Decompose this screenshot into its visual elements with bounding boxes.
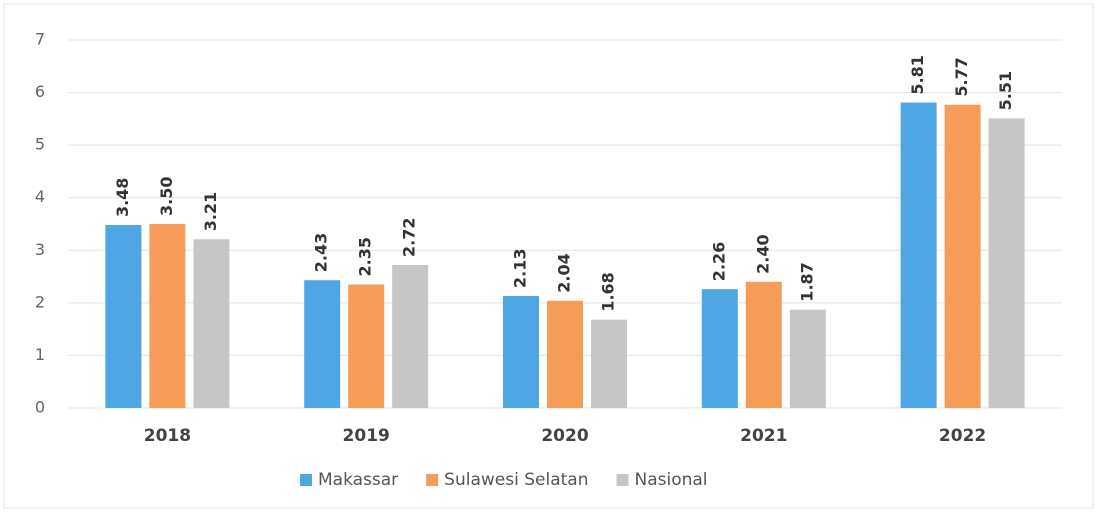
- y-tick-label: 2: [35, 292, 45, 311]
- bar: [789, 309, 826, 408]
- legend-swatch: [300, 474, 312, 486]
- bar: [348, 284, 385, 408]
- bar: [591, 319, 627, 408]
- bar: [988, 118, 1025, 409]
- value-label: 2.40: [753, 234, 772, 273]
- legend-label: Makassar: [318, 470, 398, 490]
- value-label: 2.13: [511, 249, 530, 288]
- bar: [944, 104, 981, 409]
- bar: [900, 102, 937, 408]
- legend-label: Nasional: [634, 470, 707, 490]
- value-label: 2.04: [555, 253, 574, 292]
- y-tick-label: 0: [35, 398, 45, 417]
- value-label: 2.72: [400, 218, 419, 257]
- legend-swatch: [616, 474, 629, 486]
- value-label: 2.26: [709, 242, 728, 281]
- value-label: 2.43: [312, 233, 331, 272]
- value-label: 5.81: [908, 55, 927, 94]
- bar: [503, 296, 539, 408]
- x-tick-label: 2020: [541, 426, 588, 446]
- value-label: 1.87: [797, 262, 816, 301]
- legend-label: Sulawesi Selatan: [444, 470, 588, 490]
- value-label: 1.68: [599, 272, 618, 311]
- bar: [701, 289, 738, 408]
- y-tick-label: 1: [35, 345, 45, 364]
- bar: [392, 265, 429, 408]
- bar: [547, 300, 583, 408]
- value-label: 5.51: [996, 71, 1015, 110]
- x-tick-label: 2019: [343, 426, 390, 446]
- y-tick-label: 6: [35, 82, 45, 101]
- y-tick-label: 7: [35, 30, 45, 49]
- value-label: 3.48: [113, 178, 132, 217]
- y-tick-label: 5: [35, 135, 45, 154]
- x-tick-label: 2018: [144, 426, 191, 446]
- legend-swatch: [426, 474, 439, 486]
- y-tick-label: 4: [35, 187, 45, 206]
- value-label: 3.50: [157, 177, 176, 216]
- value-label: 3.21: [201, 192, 220, 231]
- bar: [193, 239, 230, 408]
- x-tick-label: 2022: [939, 426, 986, 446]
- x-tick-label: 2021: [740, 426, 787, 446]
- bar: [149, 224, 186, 408]
- bar: [304, 280, 341, 408]
- value-label: 2.35: [356, 237, 375, 276]
- bar: [105, 225, 142, 408]
- y-tick-label: 3: [35, 240, 45, 259]
- bar: [745, 281, 782, 408]
- value-label: 5.77: [952, 57, 971, 96]
